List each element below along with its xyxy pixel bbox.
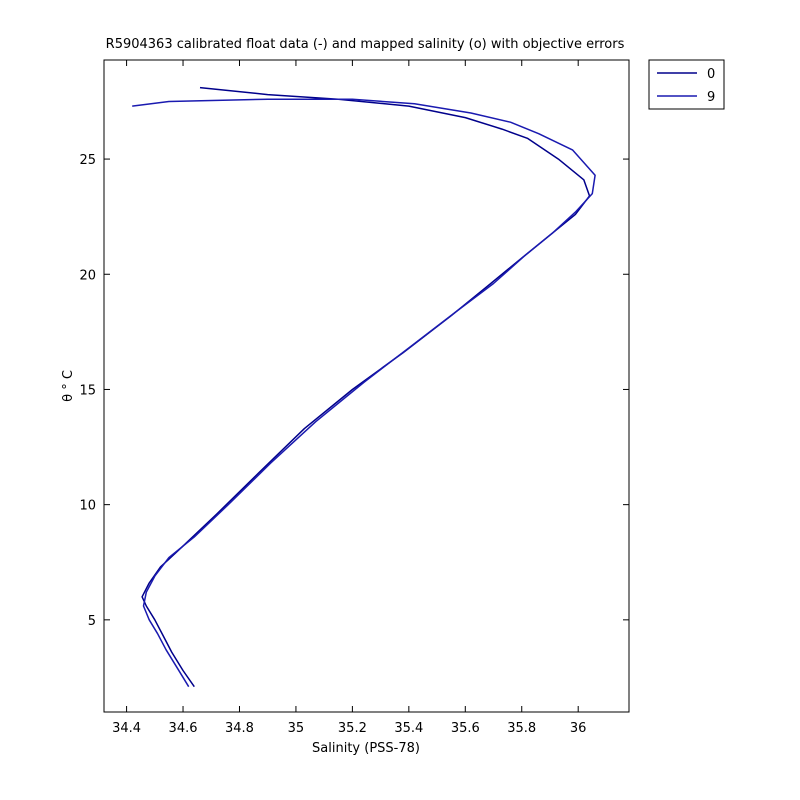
x-tick-label: 35.4 <box>394 721 423 736</box>
y-tick-label: 5 <box>88 614 96 629</box>
series-line-9 <box>132 98 596 688</box>
y-tick-label: 20 <box>79 268 96 283</box>
x-tick-label: 35.8 <box>507 721 536 736</box>
x-tick-label: 35.6 <box>451 721 480 736</box>
x-axis: 34.4 34.6 34.8 35 35.2 35.4 35.6 35.8 36 <box>112 60 586 736</box>
plot-lines <box>132 86 596 688</box>
x-axis-label: Salinity (PSS-78) <box>312 741 420 756</box>
x-tick-label: 34.6 <box>169 721 198 736</box>
chart-title: R5904363 calibrated float data (-) and m… <box>106 37 625 52</box>
x-tick-label: 35.2 <box>338 721 367 736</box>
x-tick-label: 36 <box>570 721 587 736</box>
legend: 0 9 <box>648 59 725 110</box>
x-tick-label: 35 <box>288 721 305 736</box>
legend-label-0: 0 <box>707 67 715 82</box>
y-axis-label: θ ° C <box>61 370 76 402</box>
x-tick-label: 34.4 <box>112 721 141 736</box>
y-tick-label: 10 <box>79 499 96 514</box>
y-axis: 5 10 15 20 25 <box>79 153 629 629</box>
y-tick-label: 25 <box>79 153 96 168</box>
x-tick-label: 34.8 <box>225 721 254 736</box>
legend-label-9: 9 <box>707 90 715 105</box>
y-tick-label: 15 <box>79 383 96 398</box>
legend-box <box>648 59 725 110</box>
plot-frame <box>103 59 630 713</box>
